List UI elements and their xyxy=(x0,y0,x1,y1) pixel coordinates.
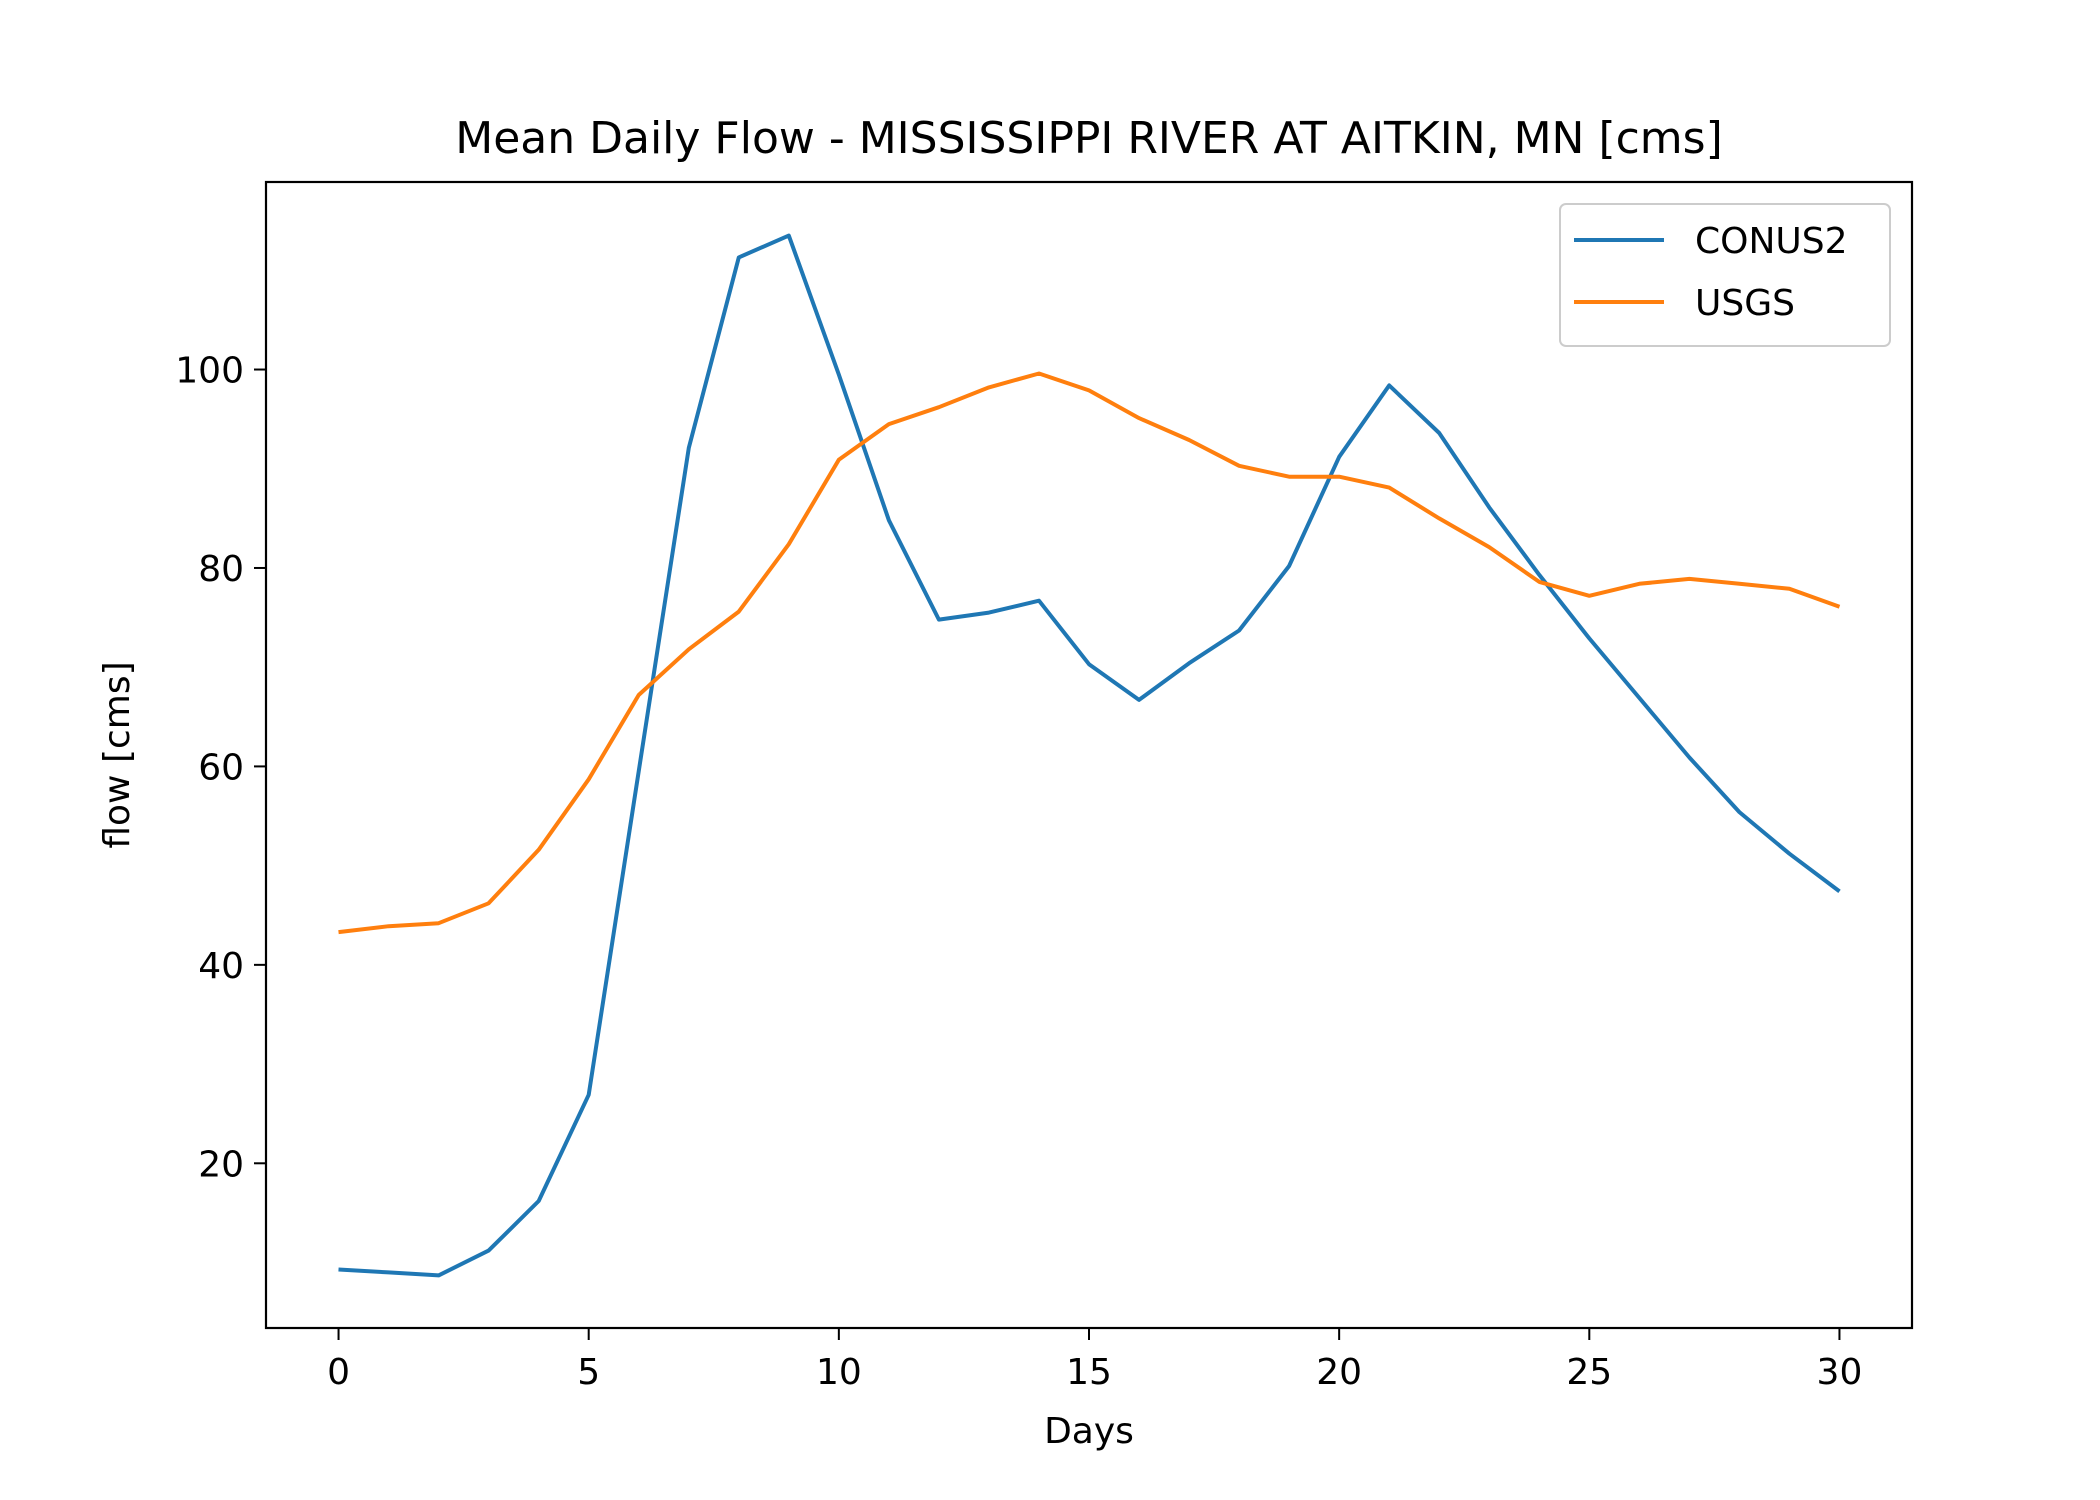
legend-label-conus2: CONUS2 xyxy=(1695,221,1848,262)
x-axis: 0 5 10 15 20 25 30 xyxy=(327,1328,1862,1393)
series-line-usgs xyxy=(338,371,1841,935)
y-axis-label: flow [cms] xyxy=(97,661,138,848)
legend-label-usgs: USGS xyxy=(1695,283,1795,324)
plot-frame xyxy=(264,180,1914,1330)
legend: CONUS2 USGS xyxy=(1559,203,1891,347)
x-tick-label: 0 xyxy=(327,1352,350,1393)
series-line-conus2 xyxy=(338,233,1841,1278)
y-tick-label: 80 xyxy=(198,549,244,590)
x-tick-label: 15 xyxy=(1066,1352,1112,1393)
x-tick-label: 10 xyxy=(816,1352,862,1393)
x-tick-label: 5 xyxy=(577,1352,600,1393)
y-tick-label: 60 xyxy=(198,747,244,788)
x-tick-label: 30 xyxy=(1817,1352,1863,1393)
y-axis: 20 40 60 80 100 xyxy=(175,351,266,1185)
chart-title: Mean Daily Flow - MISSISSIPPI RIVER AT A… xyxy=(455,113,1723,164)
y-tick-label: 40 xyxy=(198,946,244,987)
x-tick-label: 25 xyxy=(1566,1352,1612,1393)
y-tick-label: 100 xyxy=(175,351,244,392)
x-axis-label: Days xyxy=(1044,1411,1134,1452)
y-tick-label: 20 xyxy=(198,1144,244,1185)
x-tick-label: 20 xyxy=(1316,1352,1362,1393)
plot-area xyxy=(264,180,1914,1330)
